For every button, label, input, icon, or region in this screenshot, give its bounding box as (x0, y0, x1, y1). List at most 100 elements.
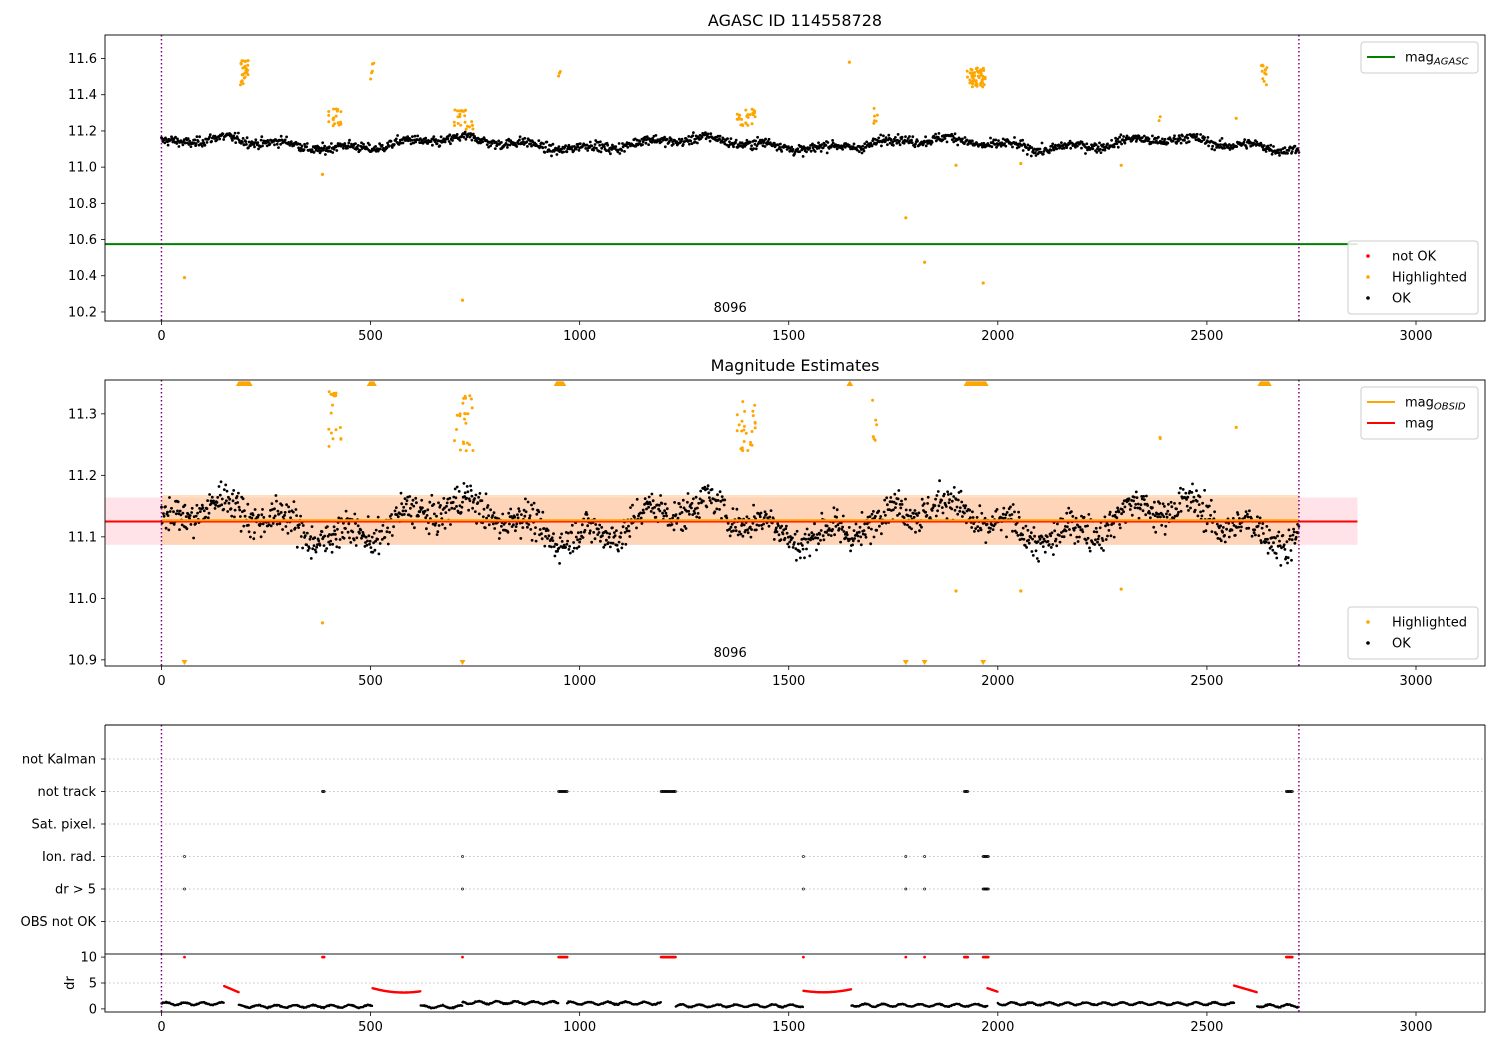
ok-point (277, 146, 280, 150)
ok-point (326, 149, 330, 153)
ok-point (754, 528, 758, 532)
ok-point (1209, 498, 1213, 502)
ok-point (811, 146, 815, 150)
highlighted-point (753, 421, 757, 425)
ok-point (318, 543, 322, 547)
ok-point (766, 140, 770, 143)
ok-point (676, 516, 680, 520)
ok-point (1246, 515, 1250, 519)
ok-point (274, 494, 278, 497)
ok-point (1198, 495, 1202, 499)
ok-point (347, 141, 351, 145)
highlighted-point (875, 113, 879, 117)
ok-point (1154, 530, 1158, 534)
highlighted-point (370, 62, 374, 66)
ok-point (455, 133, 459, 136)
ok-point (273, 507, 276, 511)
ok-point (295, 545, 299, 549)
ok-point (599, 140, 602, 144)
ok-point (1016, 534, 1020, 537)
ok-point (955, 505, 959, 509)
ok-point (1107, 529, 1111, 532)
flag-mark (668, 790, 671, 793)
ok-point (995, 508, 999, 511)
ok-point (196, 140, 200, 143)
ok-point (1238, 522, 1242, 526)
highlighted-points (182, 59, 1269, 302)
ok-point (286, 531, 290, 535)
ok-point (894, 506, 897, 509)
ok-point (1027, 541, 1031, 545)
ok-point (251, 513, 255, 517)
ok-point (281, 528, 284, 531)
ok-point (609, 152, 612, 156)
ok-point (425, 527, 428, 531)
ok-point (1053, 529, 1057, 533)
ok-point (728, 534, 732, 538)
ok-point (746, 531, 750, 535)
ok-point (645, 507, 648, 511)
ok-point (459, 511, 463, 514)
ok-point (310, 525, 314, 528)
flag-mark (564, 790, 567, 793)
ok-point (1104, 538, 1108, 541)
ok-point (387, 145, 391, 148)
highlighted-point (468, 125, 471, 129)
ok-point (729, 525, 733, 529)
ok-point (268, 142, 272, 146)
ok-point (302, 531, 306, 534)
ok-point (1056, 522, 1059, 526)
ok-point (1118, 135, 1121, 139)
highlighted-point (746, 449, 750, 452)
ok-point (1015, 531, 1018, 535)
ok-point (1262, 144, 1266, 147)
highlighted-point (320, 172, 325, 176)
ok-point (1266, 537, 1269, 541)
highlighted-point (735, 429, 739, 433)
x-tick-label: 0 (157, 674, 165, 689)
ok-point (949, 492, 953, 496)
ok-point (1233, 533, 1237, 537)
ok-point (1062, 146, 1066, 150)
ok-point (1191, 482, 1194, 486)
ok-point (1218, 139, 1222, 143)
ok-point (1142, 495, 1146, 498)
ok-point (1080, 528, 1084, 532)
ok-point (718, 134, 722, 138)
ok-point (1049, 148, 1053, 152)
highlighted-point (1263, 68, 1267, 72)
ok-point (263, 530, 266, 534)
ok-point (970, 526, 974, 529)
ok-point (1207, 504, 1211, 508)
ok-point (483, 526, 487, 530)
flag-mark (986, 855, 990, 858)
ok-point (1011, 145, 1014, 149)
ok-point (285, 135, 288, 139)
ok-point (491, 514, 495, 517)
ok-point (206, 516, 210, 520)
highlighted-point (334, 391, 338, 395)
ok-point (1178, 501, 1182, 505)
ok-point (803, 556, 806, 560)
ok-point (289, 529, 293, 533)
ok-point (1088, 549, 1092, 553)
ok-point (413, 526, 416, 530)
ok-point (367, 534, 371, 538)
legend-dot-swatch (1366, 296, 1370, 300)
ok-point (500, 524, 503, 528)
ok-point (315, 545, 319, 549)
ok-point (183, 503, 187, 507)
ok-point (621, 525, 625, 529)
ok-point (354, 142, 357, 146)
ok-point (194, 142, 198, 145)
ok-point (408, 495, 412, 498)
ok-point (529, 528, 533, 531)
ok-point (991, 515, 994, 518)
ok-point (696, 512, 700, 515)
ok-point (1102, 549, 1105, 552)
ok-point (577, 545, 581, 548)
highlighted-point (966, 75, 969, 79)
ok-point (892, 143, 895, 147)
ok-point (434, 521, 438, 525)
